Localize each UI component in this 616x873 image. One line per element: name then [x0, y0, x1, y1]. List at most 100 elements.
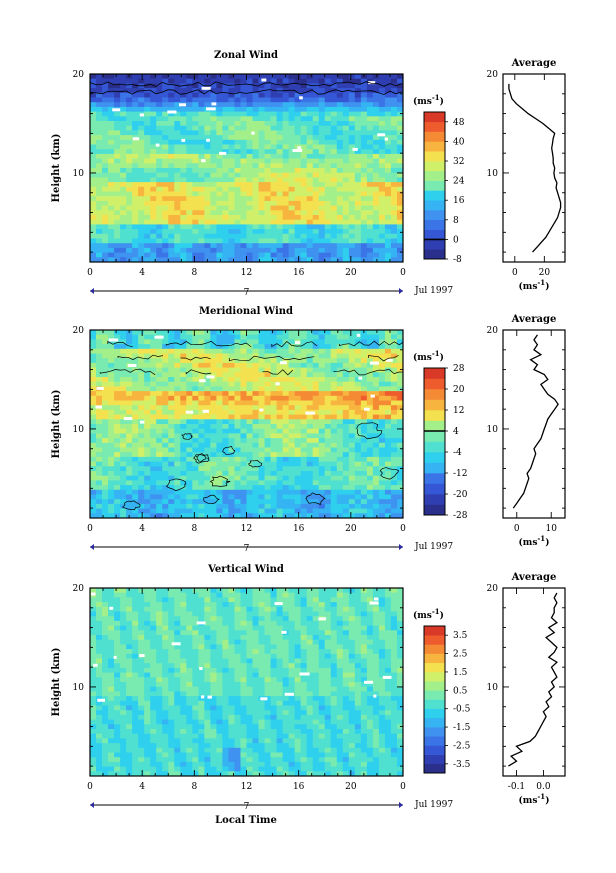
heatmap-cell — [378, 513, 386, 518]
heatmap-cell — [102, 644, 109, 650]
heatmap-cell — [222, 339, 229, 345]
heatmap-cell — [318, 163, 326, 169]
heatmap-cell — [318, 353, 326, 359]
heatmap-cell — [282, 121, 290, 127]
heatmap-cell — [120, 191, 127, 197]
heatmap-cell — [354, 471, 362, 477]
heatmap-cell — [186, 494, 193, 500]
heatmap-cell — [330, 485, 338, 491]
heatmap-cell — [306, 210, 314, 216]
heatmap-cell — [372, 508, 380, 514]
heatmap-cell — [270, 461, 277, 467]
heatmap-cell — [264, 344, 271, 350]
heatmap-cell — [396, 111, 403, 117]
heatmap-cell — [126, 191, 133, 197]
heatmap-cell — [192, 419, 199, 425]
heatmap-cell — [270, 377, 277, 383]
heatmap-cell — [120, 153, 127, 159]
heatmap-cell — [282, 405, 290, 411]
heatmap-cell — [138, 682, 145, 688]
heatmap-cell — [132, 121, 139, 127]
heatmap-cell — [114, 243, 121, 249]
heatmap-cell — [120, 168, 127, 174]
heatmap-cell — [246, 377, 253, 383]
heatmap-cell — [396, 168, 403, 174]
heatmap-cell — [378, 475, 386, 481]
heatmap-cell — [174, 135, 181, 141]
heatmap-cell — [132, 672, 139, 678]
heatmap-cell — [150, 743, 157, 749]
heatmap-cell — [114, 125, 121, 131]
heatmap-cell — [276, 475, 284, 481]
heatmap-cell — [288, 461, 296, 467]
heatmap-cell — [192, 97, 199, 103]
heatmap-cell — [384, 135, 392, 141]
heatmap-cell — [240, 377, 247, 383]
heatmap-cell — [144, 419, 151, 425]
heatmap-cell — [156, 210, 163, 216]
heatmap-cell — [246, 344, 253, 350]
heatmap-cell — [120, 182, 127, 188]
heatmap-cell — [192, 83, 199, 89]
heatmap-cell — [96, 135, 103, 141]
heatmap-cell — [270, 414, 277, 420]
heatmap-cell — [132, 149, 139, 155]
heatmap-cell — [390, 424, 398, 430]
heatmap-cell — [168, 367, 175, 373]
heatmap-cell — [360, 182, 368, 188]
heatmap-cell — [120, 644, 127, 650]
heatmap-cell — [156, 247, 163, 253]
heatmap-cell — [396, 513, 403, 518]
heatmap-cell — [342, 395, 350, 401]
heatmap-cell — [186, 466, 193, 472]
heatmap-cell — [252, 372, 259, 378]
heatmap-cell — [276, 503, 284, 509]
heatmap-cell — [90, 409, 97, 415]
data-gap — [251, 131, 255, 135]
heatmap-cell — [252, 513, 259, 518]
heatmap-cell — [186, 456, 193, 462]
heatmap-cell — [102, 606, 109, 612]
heatmap-cells — [90, 330, 403, 518]
heatmap-cell — [120, 210, 127, 216]
heatmap-cell — [138, 494, 145, 500]
heatmap-cell — [354, 177, 362, 183]
heatmap-cell — [342, 414, 350, 420]
heatmap-cell — [162, 442, 169, 448]
profile-title: Average — [511, 58, 557, 69]
heatmap-cell — [258, 163, 265, 169]
heatmap-cell — [318, 74, 326, 80]
heatmap-cell — [186, 205, 193, 211]
heatmap-cell — [222, 419, 229, 425]
contour-line — [356, 422, 383, 440]
heatmap-cell — [318, 414, 326, 420]
heatmap-cell — [294, 348, 302, 354]
heatmap-cell — [96, 452, 103, 458]
heatmap-cell — [354, 125, 362, 131]
heatmap-cell — [360, 219, 368, 225]
heatmap-cell — [294, 238, 302, 244]
heatmap-cell — [342, 489, 350, 495]
heatmap-cell — [90, 205, 97, 211]
heatmap-cell — [372, 461, 380, 467]
heatmap-cell — [162, 205, 169, 211]
heatmap-cell — [288, 243, 296, 249]
heatmap-cell — [276, 200, 284, 206]
heatmap-cell — [216, 210, 223, 216]
heatmap-cell — [258, 121, 265, 127]
heatmap-cell — [108, 677, 115, 683]
heatmap-cell — [342, 419, 350, 425]
heatmap-cell — [372, 409, 380, 415]
heatmap-cell — [90, 97, 97, 103]
heatmap-cell — [330, 358, 338, 364]
heatmap-cell — [180, 153, 187, 159]
heatmap-cell — [96, 719, 103, 725]
heatmap-cell — [96, 639, 103, 645]
heatmap-cell — [138, 177, 145, 183]
heatmap-cell — [372, 158, 380, 164]
heatmap-cell — [102, 386, 109, 392]
heatmap-cell — [378, 168, 386, 174]
heatmap-cell — [108, 663, 115, 669]
heatmap-cell — [114, 733, 121, 739]
heatmap-cell — [186, 499, 193, 505]
